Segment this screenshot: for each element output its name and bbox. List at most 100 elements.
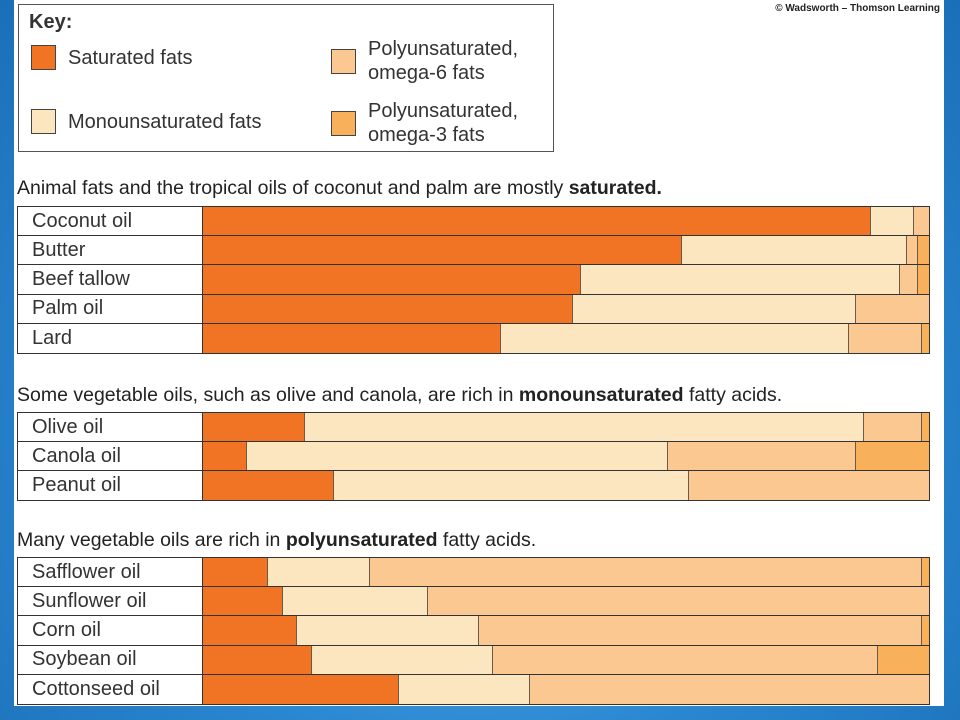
stacked-bar bbox=[203, 616, 929, 645]
chart-legend: Key: Saturated fats Polyunsaturated, ome… bbox=[18, 4, 554, 152]
bar-row-label: Lard bbox=[18, 323, 203, 353]
bar-segment-monounsaturated bbox=[297, 616, 479, 645]
bar-segment-omega3 bbox=[921, 558, 929, 587]
bar-segment-omega6 bbox=[667, 442, 857, 470]
bar-segment-saturated bbox=[203, 674, 400, 704]
stacked-bar bbox=[203, 294, 929, 323]
bar-segment-omega6 bbox=[907, 236, 919, 265]
bar-segment-omega6 bbox=[914, 207, 929, 236]
stacked-bar bbox=[203, 442, 929, 470]
bar-segment-omega3 bbox=[921, 413, 929, 441]
bar-segment-omega6 bbox=[478, 616, 922, 645]
bar-row: Sunflower oil bbox=[18, 587, 929, 617]
bar-row-label: Peanut oil bbox=[18, 471, 203, 500]
legend-label-saturated: Saturated fats bbox=[68, 46, 193, 69]
bar-table-monounsaturated: Olive oil Canola oil Peanut oil bbox=[17, 412, 930, 501]
legend-swatch-omega3 bbox=[331, 110, 356, 136]
bar-row-label: Coconut oil bbox=[18, 207, 203, 236]
bar-segment-monounsaturated bbox=[573, 294, 857, 323]
bar-row: Palm oil bbox=[18, 294, 929, 324]
stacked-bar bbox=[203, 413, 929, 441]
group-title-suffix: fatty acids. bbox=[437, 529, 537, 551]
bar-row: Safflower oil bbox=[18, 558, 929, 588]
bar-segment-omega6 bbox=[899, 265, 919, 294]
bar-segment-monounsaturated bbox=[282, 587, 429, 616]
bar-row-label: Olive oil bbox=[18, 413, 203, 441]
bar-segment-omega3 bbox=[918, 265, 929, 294]
bar-row: Corn oil bbox=[18, 616, 929, 646]
bar-row: Peanut oil bbox=[18, 471, 929, 500]
bar-segment-omega3 bbox=[921, 323, 929, 353]
bar-row-label: Canola oil bbox=[18, 442, 203, 470]
bar-segment-saturated bbox=[203, 616, 298, 645]
bar-row: Cottonseed oil bbox=[18, 674, 929, 704]
bar-row: Canola oil bbox=[18, 442, 929, 471]
legend-swatch-saturated bbox=[31, 45, 56, 70]
bar-segment-omega6 bbox=[849, 323, 922, 353]
bar-table-polyunsaturated: Safflower oil Sunflower oil Corn oil Soybea… bbox=[17, 557, 930, 705]
bar-segment-saturated bbox=[203, 558, 269, 587]
bar-row: Olive oil bbox=[18, 413, 929, 442]
legend-label-omega6: Polyunsaturated, omega-6 fats bbox=[368, 38, 519, 84]
bar-segment-monounsaturated bbox=[246, 442, 668, 470]
stacked-bar bbox=[203, 207, 929, 236]
bar-segment-monounsaturated bbox=[304, 413, 864, 441]
group-title-suffix: fatty acids. bbox=[683, 384, 783, 406]
bar-segment-saturated bbox=[203, 265, 581, 294]
bar-segment-monounsaturated bbox=[682, 236, 908, 265]
bar-row-label: Corn oil bbox=[18, 616, 203, 645]
bar-row-label: Beef tallow bbox=[18, 265, 203, 294]
bar-segment-omega6 bbox=[428, 587, 929, 616]
bar-segment-saturated bbox=[203, 207, 871, 236]
bar-segment-monounsaturated bbox=[311, 645, 494, 674]
bar-row-label: Sunflower oil bbox=[18, 587, 203, 616]
bar-segment-omega3 bbox=[918, 236, 929, 265]
legend-item-omega6: Polyunsaturated, omega-6 fats bbox=[331, 37, 518, 85]
figure-panel: © Wadsworth – Thomson Learning Key: Satu… bbox=[14, 0, 944, 706]
bar-row-label: Soybean oil bbox=[18, 645, 203, 674]
group-title-saturated: Animal fats and the tropical oils of coc… bbox=[17, 177, 662, 200]
stacked-bar bbox=[203, 471, 929, 500]
bar-segment-omega6 bbox=[856, 294, 929, 323]
group-title-text: Many vegetable oils are rich in bbox=[17, 529, 286, 551]
bar-row: Beef tallow bbox=[18, 265, 929, 295]
bar-row: Lard bbox=[18, 323, 929, 353]
bar-row: Butter bbox=[18, 236, 929, 266]
bar-segment-omega6 bbox=[369, 558, 922, 587]
group-title-emphasis: polyunsaturated bbox=[285, 529, 438, 551]
bar-segment-omega3 bbox=[878, 645, 929, 674]
bar-segment-saturated bbox=[203, 587, 283, 616]
legend-label-monounsaturated: Monounsaturated fats bbox=[68, 110, 262, 133]
group-title-text: Animal fats and the tropical oils of coc… bbox=[17, 177, 569, 199]
bar-segment-saturated bbox=[203, 442, 247, 470]
bar-segment-monounsaturated bbox=[333, 471, 690, 500]
bar-segment-omega6 bbox=[529, 674, 929, 704]
legend-swatch-monounsaturated bbox=[31, 109, 56, 134]
group-title-polyunsaturated: Many vegetable oils are rich in polyunsa… bbox=[17, 529, 536, 552]
bar-segment-monounsaturated bbox=[268, 558, 370, 587]
bar-row-label: Safflower oil bbox=[18, 558, 203, 587]
bar-segment-omega3 bbox=[856, 442, 929, 470]
bar-segment-saturated bbox=[203, 236, 683, 265]
stacked-bar bbox=[203, 558, 929, 587]
stacked-bar bbox=[203, 645, 929, 674]
bar-segment-omega6 bbox=[863, 413, 922, 441]
group-title-monounsaturated: Some vegetable oils, such as olive and c… bbox=[17, 384, 782, 407]
stacked-bar bbox=[203, 265, 929, 294]
bar-row-label: Palm oil bbox=[18, 294, 203, 323]
legend-swatch-omega6 bbox=[331, 48, 356, 74]
bar-segment-omega6 bbox=[689, 471, 929, 500]
bar-segment-omega3 bbox=[921, 616, 929, 645]
legend-item-monounsaturated: Monounsaturated fats bbox=[31, 109, 261, 134]
bar-row: Coconut oil bbox=[18, 207, 929, 237]
bar-segment-omega6 bbox=[493, 645, 879, 674]
bar-segment-saturated bbox=[203, 471, 334, 500]
stacked-bar bbox=[203, 323, 929, 353]
group-title-emphasis: monounsaturated bbox=[518, 384, 684, 406]
bar-table-saturated: Coconut oil Butter Beef tallow Palm oil Lard bbox=[17, 206, 930, 354]
bar-segment-saturated bbox=[203, 323, 501, 353]
legend-title: Key: bbox=[29, 11, 73, 33]
legend-label-omega3: Polyunsaturated, omega-3 fats bbox=[368, 100, 519, 146]
bar-segment-monounsaturated bbox=[870, 207, 915, 236]
stacked-bar bbox=[203, 587, 929, 616]
